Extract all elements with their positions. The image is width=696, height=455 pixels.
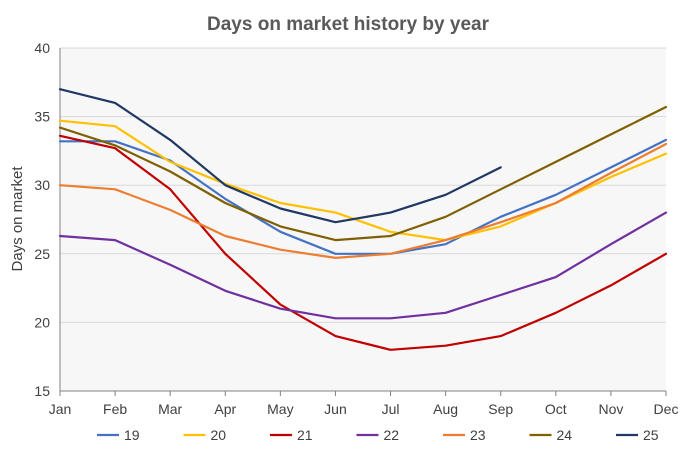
x-tick-label: May bbox=[267, 401, 293, 417]
series-line-25 bbox=[58, 88, 502, 224]
legend-label: 19 bbox=[124, 427, 140, 443]
x-tick-label: Jul bbox=[382, 401, 400, 417]
x-tick-label: Feb bbox=[103, 401, 127, 417]
x-tick-label: Aug bbox=[433, 401, 458, 417]
x-tick-label: Jan bbox=[49, 401, 72, 417]
series-line-23 bbox=[58, 142, 668, 259]
legend-item-19: 19 bbox=[97, 427, 140, 443]
series-lines bbox=[58, 88, 668, 351]
axes: 15 20 25 30 35 40 Jan Feb Mar Apr May Jun Jul Aug Sep O… bbox=[34, 40, 678, 417]
y-tick-label: 25 bbox=[34, 246, 50, 262]
legend-item-21: 21 bbox=[270, 427, 313, 443]
legend-item-24: 24 bbox=[529, 427, 573, 443]
x-tick-label: Sep bbox=[488, 401, 513, 417]
series-line-21 bbox=[58, 134, 668, 351]
y-axis-label: Days on market bbox=[9, 166, 26, 272]
y-tick-label: 35 bbox=[34, 109, 50, 125]
legend-item-25: 25 bbox=[616, 427, 659, 443]
legend-label: 20 bbox=[211, 427, 227, 443]
series-line-22 bbox=[58, 211, 668, 320]
chart-title: Days on market history by year bbox=[207, 14, 490, 35]
x-tick-label: Apr bbox=[214, 401, 236, 417]
legend-item-22: 22 bbox=[356, 427, 400, 443]
y-tick-label: 15 bbox=[34, 383, 50, 399]
x-tick-label: Dec bbox=[654, 401, 679, 417]
legend-item-23: 23 bbox=[443, 427, 486, 443]
legend-label: 25 bbox=[643, 427, 659, 443]
x-tick-label: Mar bbox=[158, 401, 182, 417]
y-tick-label: 20 bbox=[34, 314, 50, 330]
legend-label: 21 bbox=[297, 427, 313, 443]
x-tick-label: Jun bbox=[324, 401, 347, 417]
x-tick-label: Nov bbox=[598, 401, 623, 417]
series-line-19 bbox=[58, 138, 668, 255]
y-tick-label: 40 bbox=[34, 40, 50, 56]
series-line-24 bbox=[58, 105, 668, 242]
legend-label: 24 bbox=[557, 427, 573, 443]
x-tick-label: Oct bbox=[545, 401, 567, 417]
legend: 19 20 21 22 23 24 25 bbox=[97, 427, 659, 443]
plot-area bbox=[60, 48, 666, 391]
legend-item-20: 20 bbox=[183, 427, 227, 443]
legend-label: 22 bbox=[384, 427, 400, 443]
legend-label: 23 bbox=[470, 427, 486, 443]
y-tick-label: 30 bbox=[34, 177, 50, 193]
